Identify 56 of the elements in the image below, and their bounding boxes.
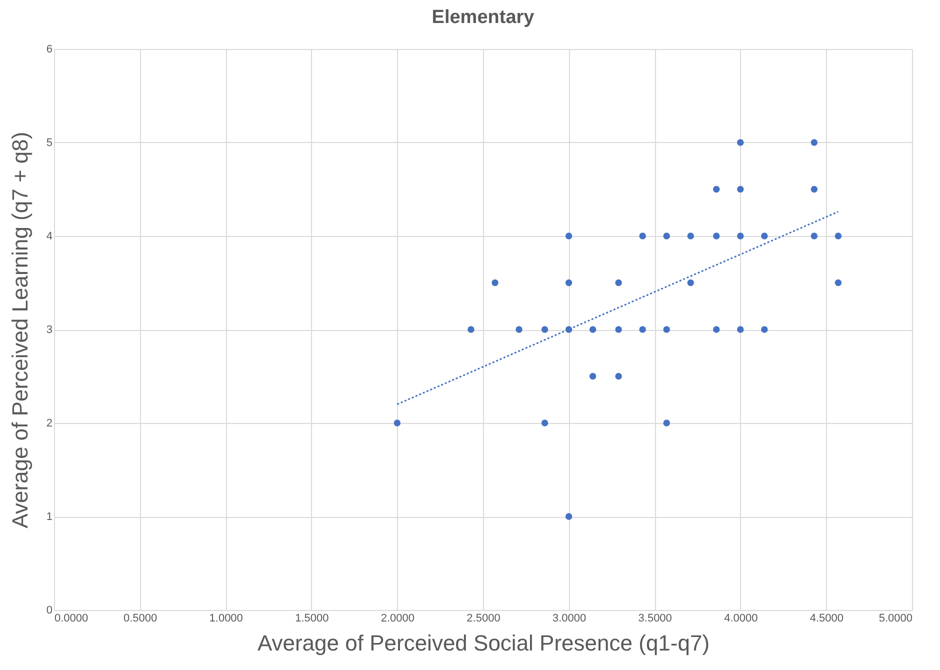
point — [834, 279, 842, 286]
point — [663, 326, 670, 333]
point — [565, 279, 572, 286]
y-tick-label: 3 — [46, 324, 52, 336]
point — [687, 279, 694, 286]
point — [541, 326, 548, 333]
x-tick-label: 0.0000 — [54, 612, 88, 624]
x-tick-label: 0.5000 — [123, 612, 158, 624]
point — [687, 232, 694, 240]
point — [761, 232, 768, 240]
point — [615, 326, 622, 333]
point — [468, 326, 474, 333]
chart-title: Elementary — [432, 7, 535, 28]
point — [639, 326, 646, 333]
point — [615, 279, 622, 286]
x-tick-label: 3.0000 — [552, 612, 586, 624]
y-axis-title: Average of Perceived Learning (q7 + q8) — [7, 132, 32, 528]
y-tick-label: 5 — [46, 137, 52, 149]
point — [810, 232, 818, 240]
point — [639, 232, 646, 240]
x-tick-label: 2.5000 — [466, 612, 500, 624]
point — [516, 326, 522, 333]
point — [565, 232, 572, 240]
point — [589, 372, 596, 380]
point — [589, 326, 596, 333]
point — [565, 513, 572, 520]
point — [615, 372, 622, 380]
point — [737, 232, 744, 240]
point — [663, 232, 670, 240]
point — [761, 326, 768, 333]
y-tick-label: 6 — [46, 44, 52, 56]
x-tick-label: 2.0000 — [380, 612, 415, 624]
point — [394, 420, 401, 426]
point — [713, 232, 720, 240]
y-tick-label: 2 — [46, 418, 52, 430]
x-tick-label: 4.0000 — [724, 612, 758, 624]
x-tick-label: 1.0000 — [209, 612, 243, 624]
point — [737, 186, 744, 193]
point — [810, 139, 818, 146]
point — [737, 139, 744, 146]
x-tick-label: 3.5000 — [638, 612, 672, 624]
point — [834, 232, 842, 240]
x-tick-label: 4.5000 — [810, 612, 844, 624]
x-axis-title: Average of Perceived Social Presence (q1-q7) — [257, 630, 710, 656]
point — [713, 326, 720, 333]
y-tick-label: 0 — [46, 604, 52, 616]
point — [810, 186, 818, 193]
point — [713, 186, 720, 193]
point — [541, 420, 548, 426]
x-tick-label: 5.0000 — [878, 612, 912, 624]
point — [492, 279, 498, 286]
y-tick-label: 4 — [46, 230, 52, 242]
x-tick-label: 1.5000 — [295, 612, 329, 624]
point — [663, 420, 670, 426]
point — [737, 326, 744, 333]
y-tick-label: 1 — [46, 511, 52, 523]
